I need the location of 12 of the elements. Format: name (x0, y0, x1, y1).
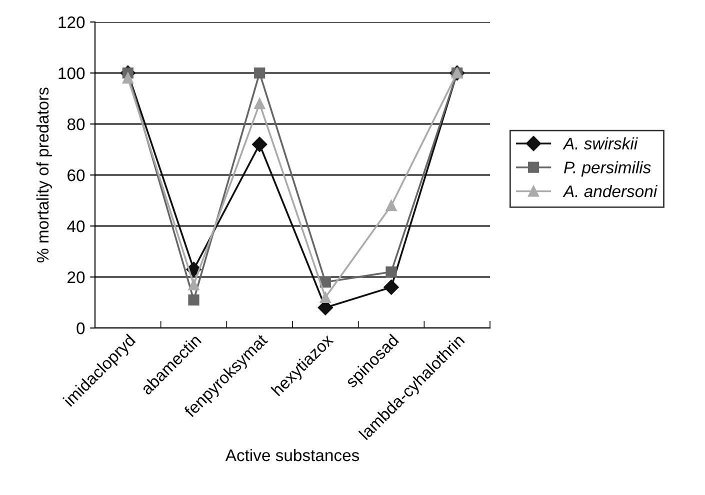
legend-label: P. persimilis (564, 161, 651, 177)
y-tick-label: 100 (58, 67, 85, 80)
y-tick-label: 80 (67, 118, 85, 130)
x-axis-title: Active substances (225, 448, 360, 462)
y-tick-label: 40 (67, 220, 85, 232)
y-tick-label: 20 (68, 271, 85, 284)
legend-label: A. andersoni (562, 184, 658, 198)
y-tick-label: 0 (76, 322, 85, 334)
legend-label: A. swirskii (562, 137, 638, 150)
y-tick-label: 120 (58, 16, 85, 28)
y-tick-label: 60 (68, 169, 85, 182)
y-axis-title: % mortality of predators (36, 88, 52, 262)
